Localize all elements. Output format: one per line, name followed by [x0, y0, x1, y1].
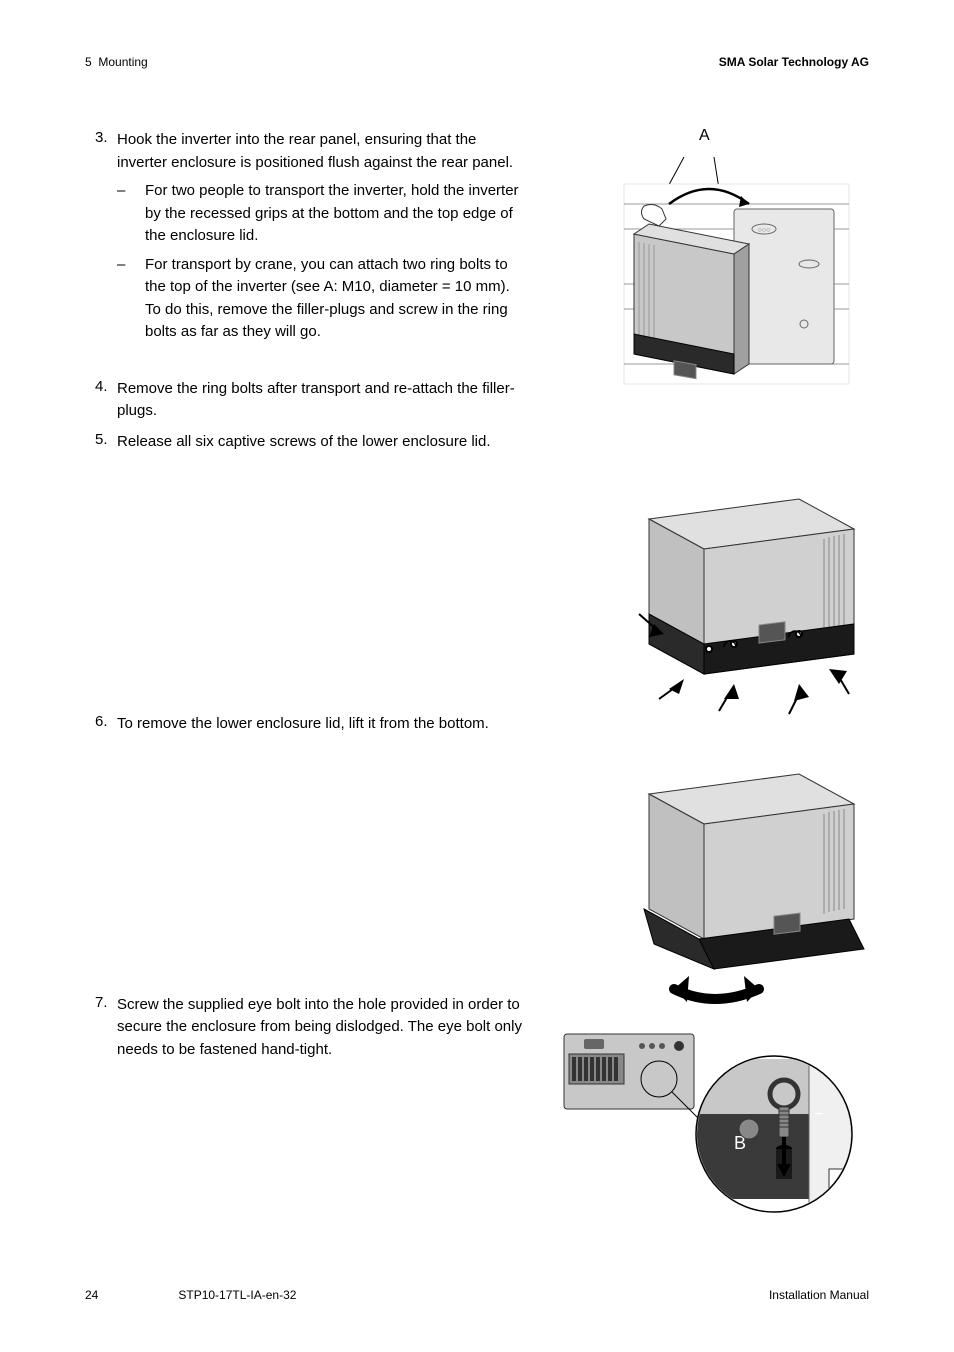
footer-left: 24 STP10-17TL-IA-en-32	[85, 1288, 296, 1302]
sublist-item: – For transport by crane, you can attach…	[117, 254, 527, 344]
svg-text:○○○: ○○○	[758, 227, 771, 234]
section-title: Mounting	[98, 55, 147, 69]
step-number: 6.	[85, 713, 117, 736]
sublist-dash: –	[117, 180, 145, 248]
step-text: Remove the ring bolts after transport an…	[117, 378, 537, 423]
figure-label-a: A	[699, 127, 710, 145]
eye-bolt-illustration: B + −	[559, 1029, 869, 1219]
step-number: 3.	[85, 129, 117, 350]
content-area: A ○○○	[85, 129, 869, 1061]
figure-step-7: B + −	[559, 1029, 869, 1219]
svg-text:−: −	[814, 1106, 823, 1123]
inverter-lift-lid-illustration	[609, 754, 869, 1014]
sublist-text: For transport by crane, you can attach t…	[145, 254, 527, 344]
step-text: To remove the lower enclosure lid, lift …	[117, 713, 537, 736]
doc-id: STP10-17TL-IA-en-32	[178, 1288, 296, 1302]
step-3-text: Hook the inverter into the rear panel, e…	[117, 131, 513, 171]
page-number: 24	[85, 1288, 98, 1302]
step-number: 7.	[85, 994, 117, 1062]
step-text: Release all six captive screws of the lo…	[117, 431, 537, 454]
header-company: SMA Solar Technology AG	[719, 55, 869, 69]
step-number: 4.	[85, 378, 117, 423]
step-3-sublist: – For two people to transport the invert…	[117, 180, 527, 344]
sublist-dash: –	[117, 254, 145, 344]
doc-type: Installation Manual	[769, 1288, 869, 1302]
header-section: 5 Mounting	[85, 55, 148, 69]
page-footer: 24 STP10-17TL-IA-en-32 Installation Manu…	[85, 1288, 869, 1302]
step-text: Screw the supplied eye bolt into the hol…	[117, 994, 547, 1062]
sublist-text: For two people to transport the inverter…	[145, 180, 527, 248]
inverter-screws-illustration	[609, 469, 869, 729]
inverter-mounting-illustration: ○○○	[569, 129, 869, 409]
figure-step-5	[609, 469, 869, 729]
figure-step-6	[609, 754, 869, 1014]
sublist-item: – For two people to transport the invert…	[117, 180, 527, 248]
step-number: 5.	[85, 431, 117, 454]
step-text: Hook the inverter into the rear panel, e…	[117, 129, 537, 350]
figure-step-3: A ○○○	[569, 129, 869, 409]
page-container: 5 Mounting SMA Solar Technology AG A	[0, 0, 954, 1352]
section-number: 5	[85, 55, 92, 69]
page-header: 5 Mounting SMA Solar Technology AG	[85, 55, 869, 69]
step-5: 5. Release all six captive screws of the…	[85, 431, 869, 454]
